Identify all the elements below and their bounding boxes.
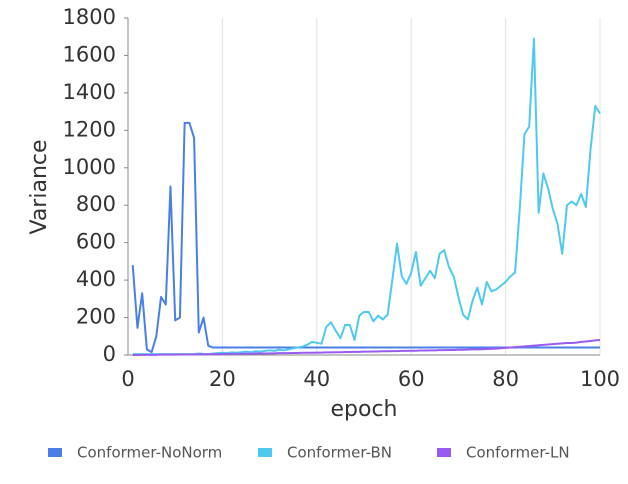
y-tick-label: 400 [76, 267, 116, 291]
y-tick-label: 200 [76, 305, 116, 329]
legend-label: Conformer-LN [466, 444, 570, 462]
x-tick-label: 40 [303, 367, 330, 391]
legend-label: Conformer-BN [287, 444, 392, 462]
y-tick-label: 1200 [63, 117, 116, 141]
x-tick-label: 60 [398, 367, 425, 391]
x-tick-label: 80 [492, 367, 519, 391]
legend-marker [437, 448, 451, 457]
x-tick-label: 100 [580, 367, 620, 391]
series-line [131, 121, 600, 354]
legend-marker [48, 448, 62, 457]
y-tick-label: 1400 [63, 80, 116, 104]
x-tick-label: 20 [209, 367, 236, 391]
legend-marker [258, 448, 272, 457]
y-tick-label: 600 [76, 230, 116, 254]
y-tick-label: 1000 [63, 155, 116, 179]
y-tick-label: 0 [103, 342, 116, 366]
x-tick-label: 0 [121, 367, 134, 391]
series-line [132, 37, 601, 356]
series-line [132, 339, 601, 356]
y-tick-label: 1600 [63, 42, 116, 66]
y-tick-label: 1800 [63, 5, 116, 29]
y-axis-title: Variance [27, 139, 52, 234]
legend-label: Conformer-NoNorm [77, 444, 222, 462]
y-tick-label: 800 [76, 192, 116, 216]
x-axis-title: epoch [331, 397, 398, 422]
